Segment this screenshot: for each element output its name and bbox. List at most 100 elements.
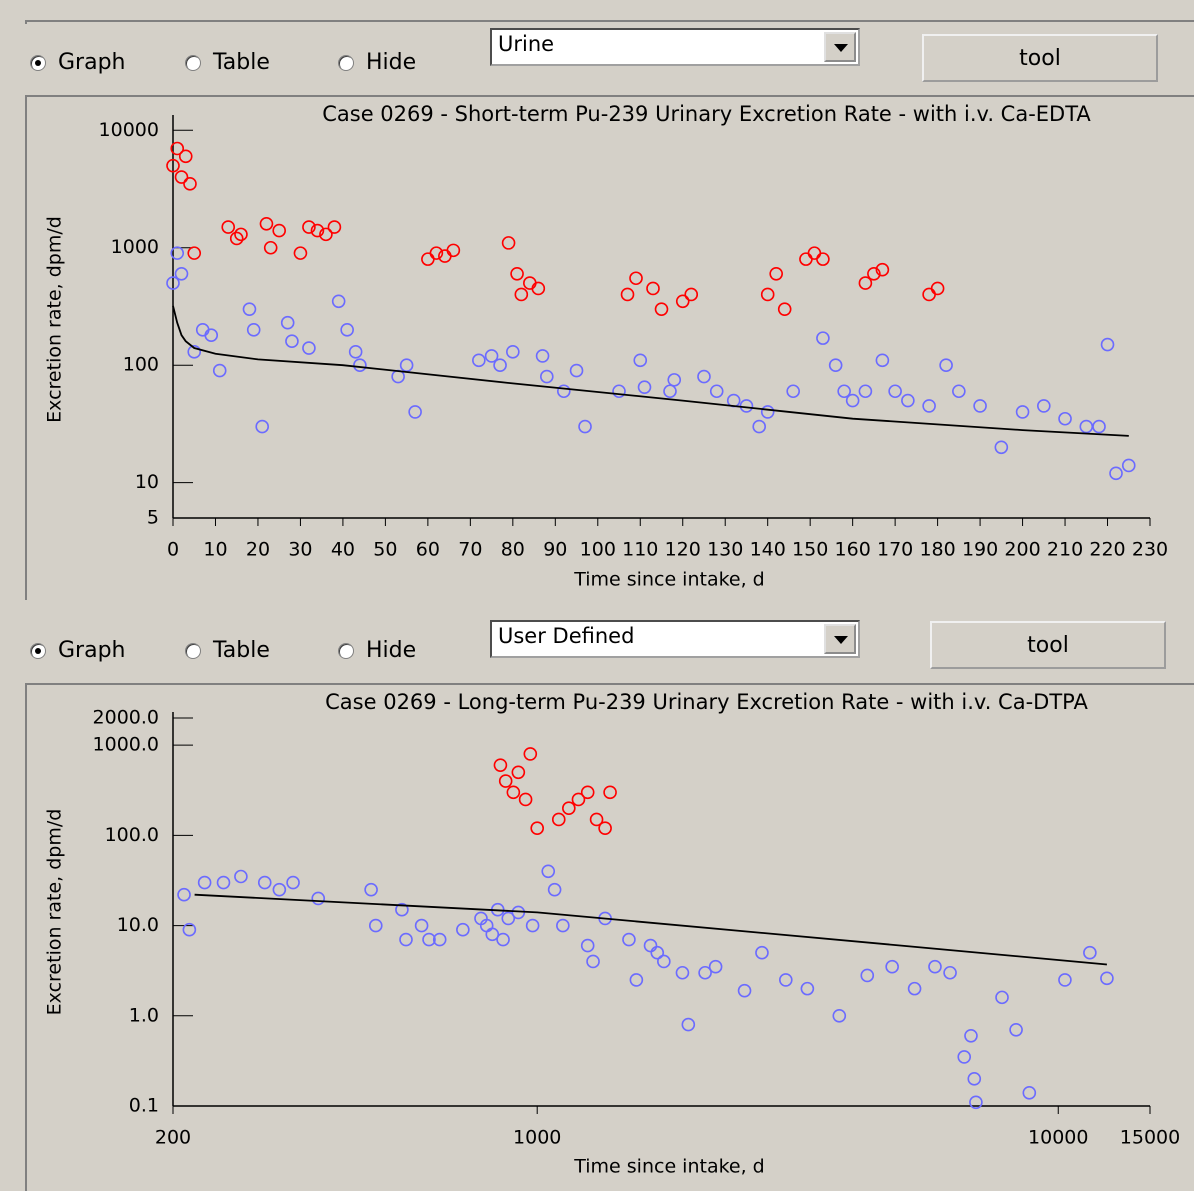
data-point bbox=[485, 927, 500, 942]
radio-label[interactable]: Table bbox=[213, 638, 270, 663]
data-point bbox=[922, 399, 936, 413]
radio-dot[interactable] bbox=[185, 642, 201, 659]
dropdown-value[interactable]: Urine bbox=[498, 32, 555, 56]
data-point bbox=[799, 252, 813, 266]
data-point bbox=[525, 918, 540, 933]
radio-option[interactable]: Graph bbox=[30, 638, 125, 663]
data-point bbox=[1100, 337, 1115, 352]
x-tick-label: 220 bbox=[1089, 539, 1125, 561]
radio-dot[interactable] bbox=[30, 642, 46, 659]
y-tick-label: 2000.0 bbox=[93, 707, 159, 729]
data-point bbox=[867, 267, 881, 281]
data-point bbox=[493, 758, 508, 772]
data-point bbox=[340, 323, 354, 337]
radio-option[interactable]: Graph bbox=[30, 50, 125, 75]
x-tick-label: 100 bbox=[580, 539, 616, 561]
data-point bbox=[183, 177, 197, 191]
data-point bbox=[310, 223, 325, 238]
data-point bbox=[657, 954, 671, 969]
x-tick-label: 230 bbox=[1132, 539, 1168, 561]
data-point bbox=[432, 932, 447, 947]
data-point bbox=[311, 891, 326, 906]
data-point bbox=[399, 358, 414, 372]
data-point bbox=[212, 363, 227, 378]
data-point bbox=[684, 287, 699, 302]
data-point bbox=[1100, 971, 1114, 986]
fit-line bbox=[194, 893, 1107, 966]
data-point bbox=[643, 938, 658, 953]
x-tick-label: 10000 bbox=[1028, 1127, 1088, 1149]
data-point bbox=[888, 384, 902, 399]
radio-label[interactable]: Graph bbox=[58, 50, 126, 75]
radio-label[interactable]: Graph bbox=[58, 638, 126, 663]
data-point bbox=[800, 981, 815, 996]
data-point bbox=[907, 981, 922, 996]
dropdown-arrow[interactable] bbox=[824, 624, 856, 654]
x-tick-label: 0 bbox=[167, 539, 179, 561]
dropdown-arrow[interactable] bbox=[824, 32, 856, 62]
dropdown[interactable]: User Defined bbox=[490, 620, 860, 658]
data-point bbox=[506, 785, 521, 800]
tool-button[interactable]: tool bbox=[922, 34, 1158, 82]
data-point bbox=[816, 331, 830, 345]
data-point bbox=[930, 281, 945, 296]
y-tick-label: 100.0 bbox=[105, 824, 159, 846]
data-point bbox=[663, 384, 677, 399]
data-point bbox=[506, 345, 520, 359]
radio-option[interactable]: Hide bbox=[338, 50, 416, 75]
x-tick-label: 70 bbox=[458, 539, 482, 561]
data-point bbox=[422, 932, 436, 947]
data-point bbox=[399, 932, 413, 947]
data-point bbox=[637, 380, 652, 394]
radio-label[interactable]: Hide bbox=[366, 638, 417, 663]
data-point bbox=[286, 875, 300, 890]
chart-title: Case 0269 - Short-term Pu-239 Urinary Ex… bbox=[322, 102, 1091, 126]
y-tick-label: 100 bbox=[123, 354, 159, 376]
data-point bbox=[964, 1029, 978, 1043]
x-tick-label: 140 bbox=[750, 539, 786, 561]
y-tick-label: 5 bbox=[147, 507, 159, 529]
radio-dot[interactable] bbox=[338, 54, 354, 71]
radio-label[interactable]: Hide bbox=[366, 50, 417, 75]
data-point bbox=[302, 341, 316, 355]
data-point bbox=[395, 902, 409, 917]
data-point bbox=[580, 938, 595, 953]
radio-dot[interactable] bbox=[30, 54, 46, 71]
data-point bbox=[667, 373, 682, 387]
data-point bbox=[828, 358, 843, 372]
data-point bbox=[493, 358, 507, 372]
x-tick-label: 120 bbox=[665, 539, 701, 561]
radio-option[interactable]: Table bbox=[185, 638, 270, 663]
data-point bbox=[530, 821, 544, 836]
data-point bbox=[331, 294, 346, 309]
radio-option[interactable]: Table bbox=[185, 50, 270, 75]
data-point bbox=[1121, 458, 1136, 473]
data-point bbox=[518, 792, 533, 807]
data-point bbox=[697, 369, 711, 384]
data-point bbox=[620, 287, 635, 302]
data-point bbox=[807, 246, 822, 260]
data-point bbox=[429, 246, 444, 260]
data-point bbox=[943, 965, 957, 980]
data-point bbox=[166, 158, 180, 173]
x-tick-label: 210 bbox=[1047, 539, 1083, 561]
radio-dot[interactable] bbox=[185, 54, 201, 71]
data-point bbox=[229, 231, 244, 246]
dropdown-value[interactable]: User Defined bbox=[498, 624, 635, 648]
data-point bbox=[221, 220, 236, 234]
data-point bbox=[556, 384, 571, 399]
radio-label[interactable]: Table bbox=[213, 50, 270, 75]
data-point bbox=[650, 945, 665, 960]
data-point bbox=[302, 220, 316, 234]
data-point bbox=[939, 358, 953, 372]
x-axis-label: Time since intake, d bbox=[573, 1156, 765, 1178]
tool-button[interactable]: tool bbox=[930, 621, 1166, 669]
data-point bbox=[174, 170, 189, 184]
radio-dot[interactable] bbox=[338, 642, 354, 659]
radio-option[interactable]: Hide bbox=[338, 638, 416, 663]
x-tick-label: 1000 bbox=[513, 1127, 561, 1149]
y-tick-label: 1.0 bbox=[129, 1004, 159, 1026]
data-point bbox=[234, 227, 248, 242]
dropdown[interactable]: Urine bbox=[490, 28, 860, 66]
